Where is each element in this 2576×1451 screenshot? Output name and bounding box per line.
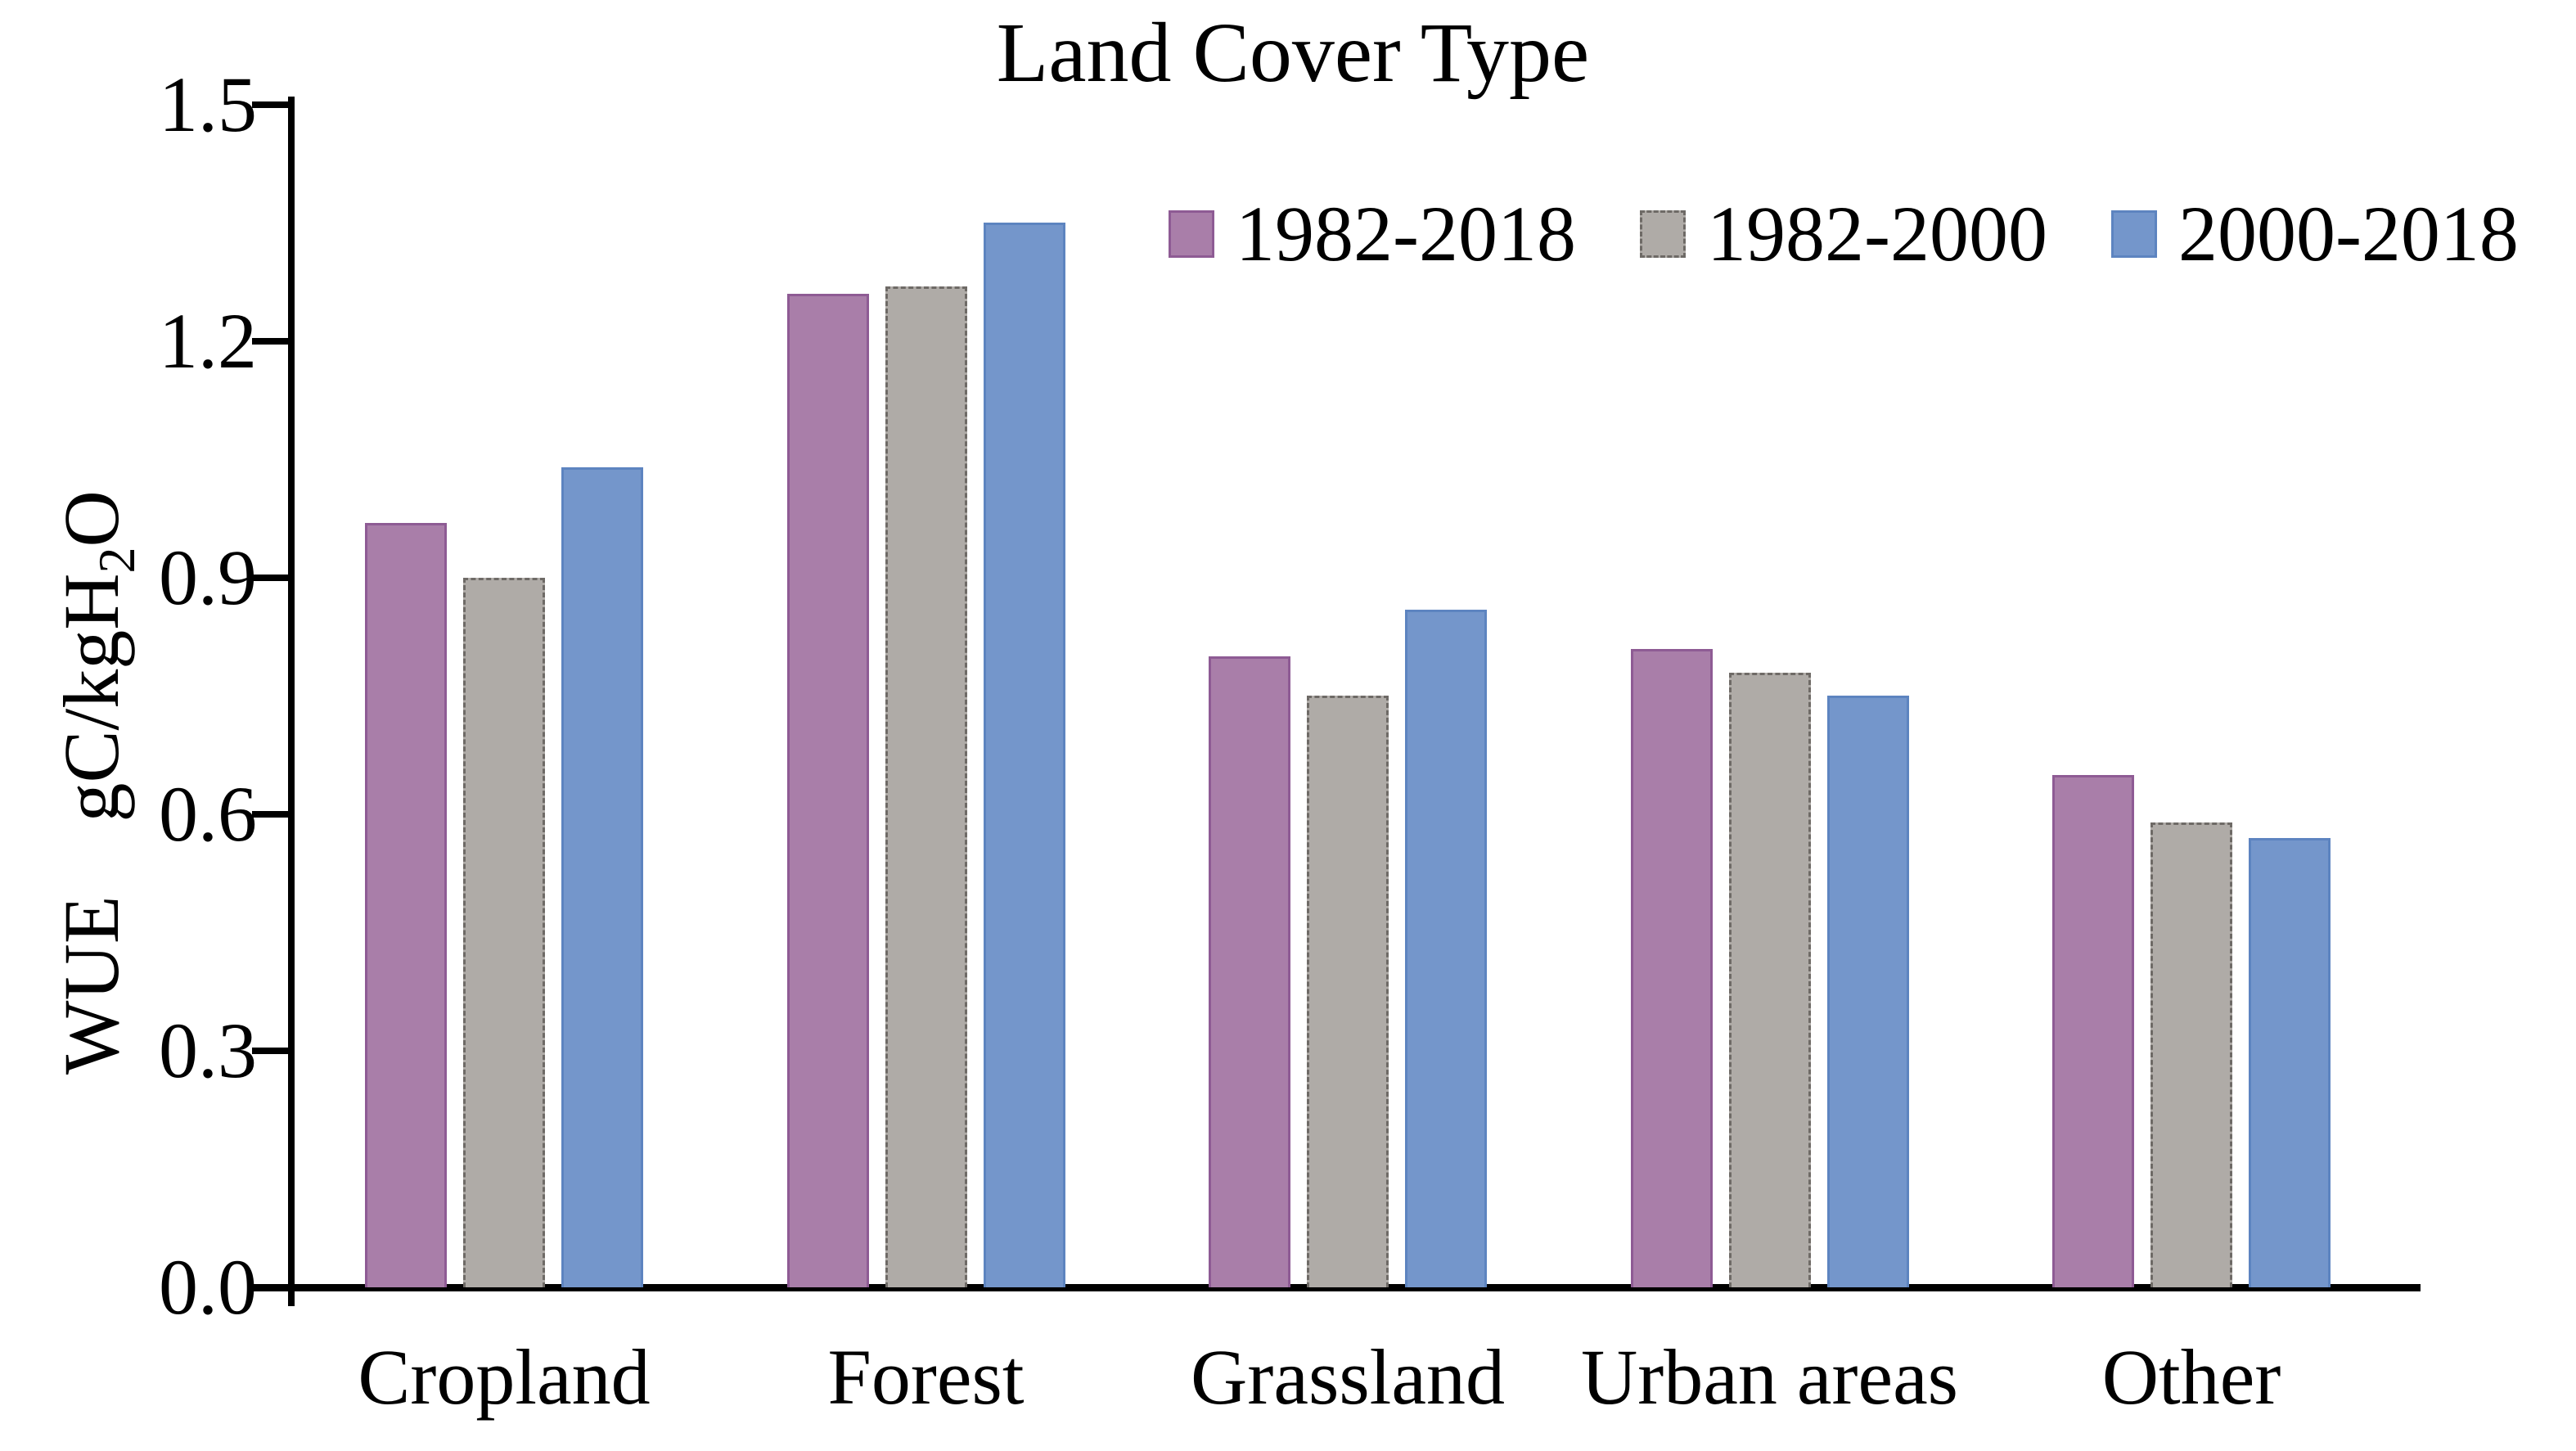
bar-1982-2000-Urban areas <box>1728 673 1811 1287</box>
chart-title: Land Cover Type <box>996 6 1590 100</box>
bar-2000-2018-Other <box>2249 838 2331 1287</box>
y-tick-label: 0.0 <box>159 1243 257 1331</box>
y-tick-label: 0.9 <box>159 534 257 621</box>
y-tick-mark <box>252 101 290 108</box>
bar-2000-2018-Urban areas <box>1826 696 1909 1287</box>
x-category-label-Grassland: Grassland <box>1191 1333 1505 1421</box>
bar-1982-2018-Grassland <box>1209 656 1290 1287</box>
y-tick-label: 0.6 <box>159 770 257 858</box>
legend-swatch-icon <box>2110 210 2157 258</box>
legend-label: 2000-2018 <box>2177 190 2519 277</box>
legend-label: 1982-2018 <box>1236 190 1576 277</box>
x-category-label-Urban areas: Urban areas <box>1580 1333 1959 1421</box>
x-category-label-Cropland: Cropland <box>358 1333 651 1421</box>
y-tick-mark <box>252 338 290 345</box>
bar-1982-2018-Other <box>2052 775 2134 1287</box>
x-category-label-Other: Other <box>2101 1333 2281 1421</box>
bar-group-Grassland <box>1209 610 1487 1287</box>
bar-group-Other <box>2052 775 2331 1287</box>
bar-1982-2000-Cropland <box>463 578 545 1287</box>
bar-1982-2000-Other <box>2150 822 2232 1287</box>
bar-group-Cropland <box>365 467 643 1287</box>
x-category-label-Forest: Forest <box>827 1333 1025 1421</box>
bar-group-Forest <box>786 223 1065 1287</box>
legend-item-1982-2000: 1982-2000 <box>1639 190 2047 277</box>
y-tick-mark <box>252 575 290 581</box>
legend-swatch-icon <box>1169 210 1214 258</box>
y-tick-mark <box>252 1048 290 1054</box>
y-tick-label: 1.2 <box>159 297 257 385</box>
legend-item-1982-2018: 1982-2018 <box>1169 195 1576 273</box>
bar-1982-2000-Forest <box>885 286 967 1287</box>
legend-swatch-icon <box>1639 210 1686 258</box>
bar-2000-2018-Grassland <box>1405 610 1487 1287</box>
y-tick-mark <box>252 1284 290 1291</box>
y-axis-line <box>288 97 295 1306</box>
bar-1982-2018-Forest <box>786 294 869 1287</box>
bar-1982-2018-Cropland <box>365 523 447 1287</box>
legend-label: 1982-2000 <box>1706 190 2047 277</box>
x-axis-line <box>252 1284 2421 1291</box>
y-tick-label: 0.3 <box>159 1007 257 1094</box>
bar-2000-2018-Forest <box>983 223 1065 1287</box>
legend-item-2000-2018: 2000-2018 <box>2110 190 2519 277</box>
legend: 1982-2018 1982-2000 2000-2018 <box>1169 195 2519 273</box>
bar-1982-2000-Grassland <box>1307 696 1389 1287</box>
bar-1982-2018-Urban areas <box>1630 649 1713 1287</box>
bar-2000-2018-Cropland <box>561 467 643 1287</box>
bar-group-Urban areas <box>1630 649 1909 1287</box>
y-tick-mark <box>252 811 290 818</box>
y-tick-label: 1.5 <box>159 61 257 148</box>
plot-area <box>295 105 2414 1287</box>
